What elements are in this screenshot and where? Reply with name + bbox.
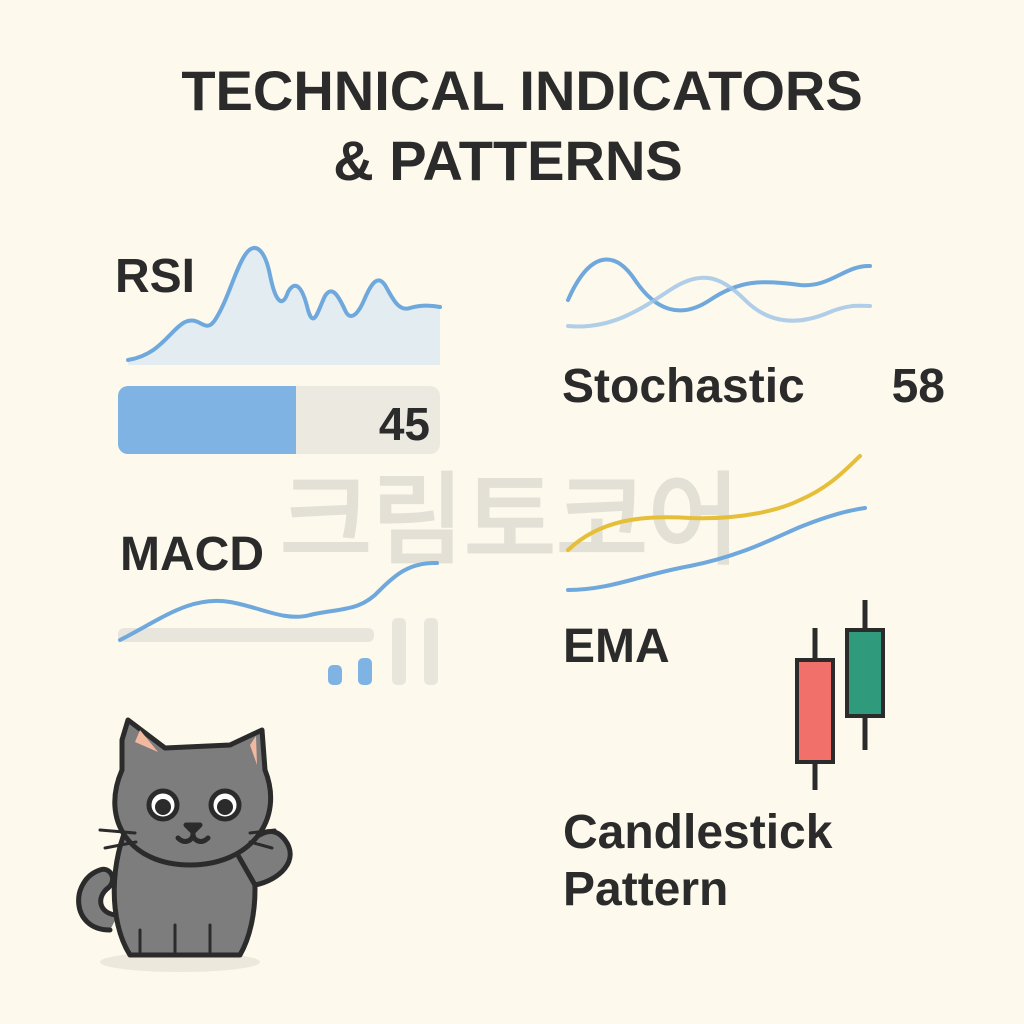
rsi-line [126,246,442,362]
ema-label: EMA [563,620,670,673]
macd-zero-bar [118,628,374,642]
macd-histogram [328,665,342,685]
title-line: & PATTERNS [333,129,682,192]
cat-illustration [76,717,293,972]
watermark: 크림토코어 [280,465,740,577]
candle-body-bull [845,628,885,718]
stochastic-line-d [566,275,872,329]
stochastic-value: 58 [892,360,945,413]
macd-histogram [424,618,438,685]
macd-histogram [392,618,406,685]
macd-line [118,560,439,642]
macd-label: MACD [120,528,264,581]
stochastic-line-k [566,257,872,313]
candlestick-label: Candlestick [563,806,833,859]
ema-line-slow [566,506,867,592]
candlestick-label: Pattern [563,863,728,916]
title-line: TECHNICAL INDICATORS [181,59,862,122]
rsi-label: RSI [115,250,195,303]
stochastic-label: Stochastic [562,360,805,413]
rsi-area [128,247,440,365]
ema-line-fast [566,454,862,552]
rsi-value: 45 [379,398,430,450]
candle-body-bear [795,658,835,764]
rsi-fill [118,386,296,454]
macd-histogram [358,658,372,685]
